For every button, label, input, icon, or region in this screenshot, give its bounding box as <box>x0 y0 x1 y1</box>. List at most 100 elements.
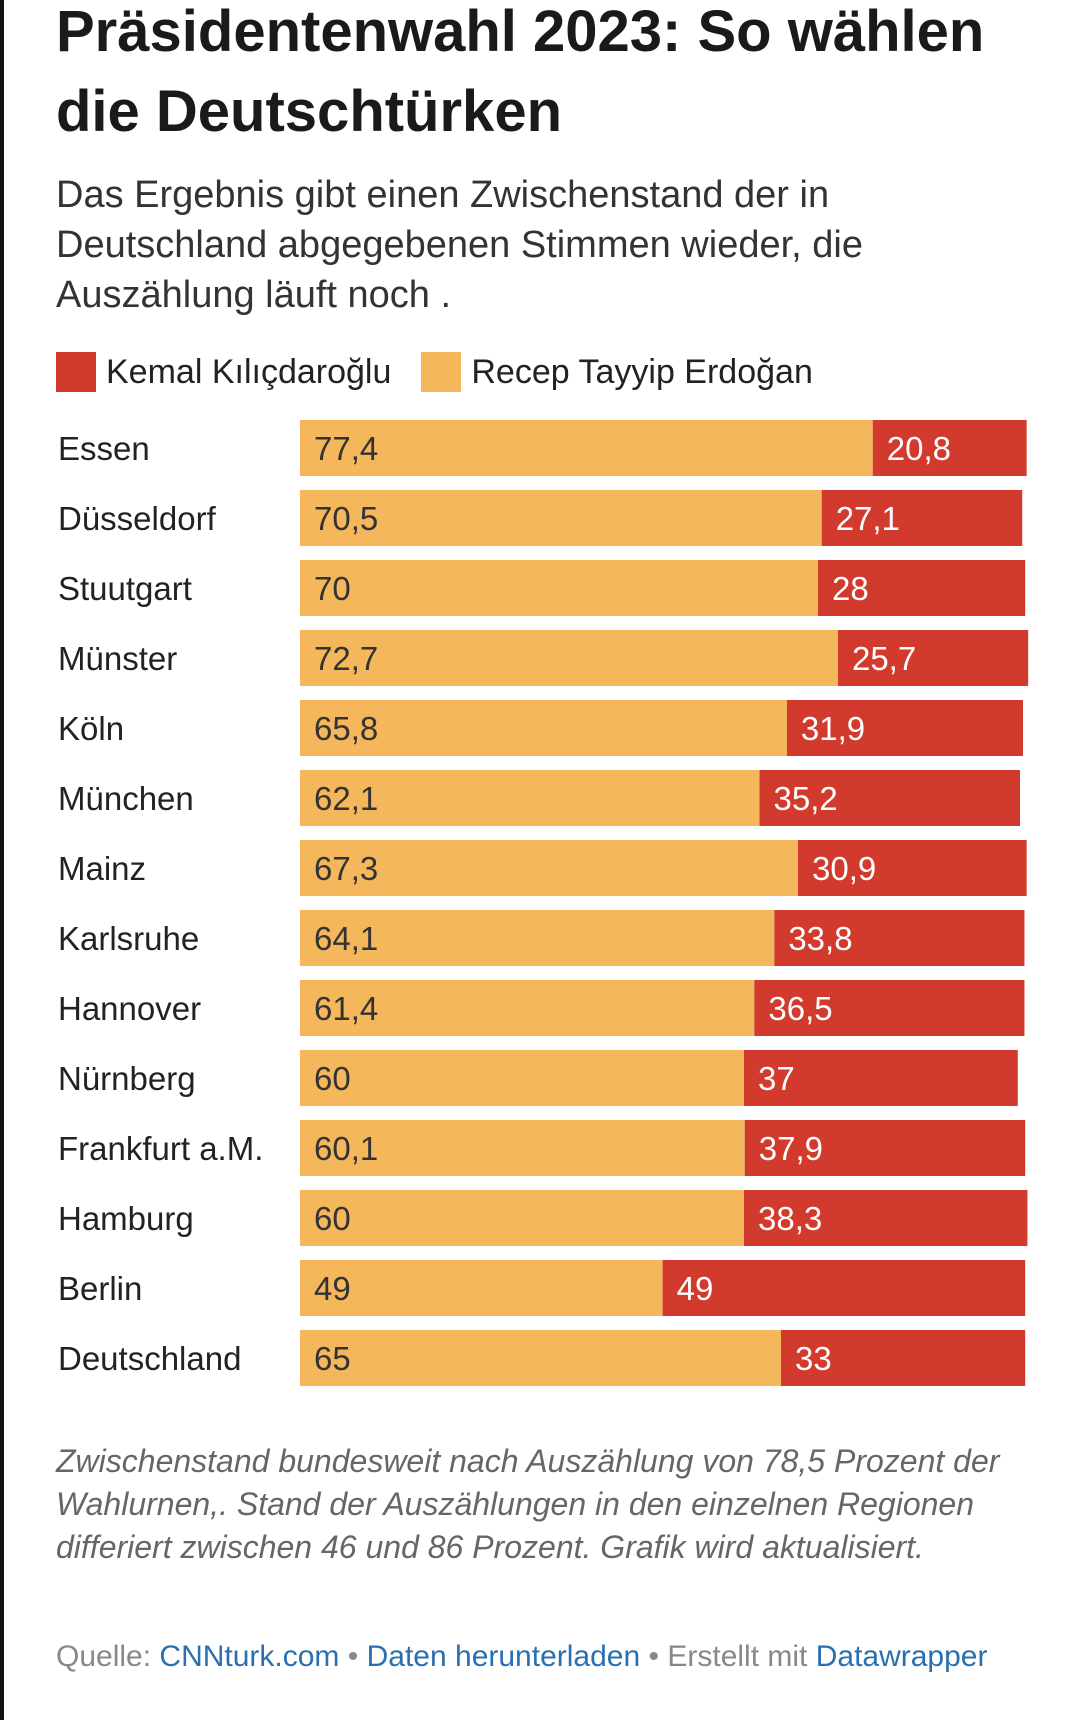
bar-segment-erdogan <box>300 770 760 826</box>
footer-separator: • <box>648 1640 660 1673</box>
bar-segment-kilicdaroglu <box>759 770 1021 826</box>
value-label-kilicdaroglu: 33 <box>795 1340 832 1377</box>
bar-row: Mainz 67,3 30,9 <box>58 840 1027 896</box>
footer-separator: • <box>347 1640 359 1673</box>
value-label-kilicdaroglu: 20,8 <box>887 430 951 467</box>
value-label-kilicdaroglu: 28 <box>832 570 869 607</box>
category-label: Nürnberg <box>58 1060 196 1097</box>
value-label-erdogan: 60 <box>314 1060 351 1097</box>
category-label: Karlsruhe <box>58 920 199 957</box>
source-prefix: Quelle: <box>56 1640 152 1673</box>
bar-segment-erdogan <box>300 420 873 476</box>
category-label: Stuutgart <box>58 570 192 607</box>
category-label: Deutschland <box>58 1340 241 1377</box>
category-label: Essen <box>58 430 150 467</box>
bar-segment-erdogan <box>300 490 822 546</box>
value-label-kilicdaroglu: 38,3 <box>758 1200 822 1237</box>
category-label: Frankfurt a.M. <box>58 1130 263 1167</box>
value-label-kilicdaroglu: 37,9 <box>759 1130 823 1167</box>
category-label: Köln <box>58 710 124 747</box>
chart-subtitle: Das Ergebnis gibt einen Zwischenstand de… <box>56 174 863 316</box>
bar-segment-kilicdaroglu <box>872 420 1027 476</box>
chart-footer: Quelle: CNNturk.com • Daten herunterlade… <box>56 1640 1056 1674</box>
bar-segment-kilicdaroglu <box>744 1120 1026 1176</box>
value-label-erdogan: 60 <box>314 1200 351 1237</box>
value-label-erdogan: 77,4 <box>314 430 378 467</box>
value-label-kilicdaroglu: 33,8 <box>788 920 852 957</box>
bar-row: Hannover 61,4 36,5 <box>58 980 1025 1036</box>
bar-segment-kilicdaroglu <box>754 980 1025 1036</box>
value-label-kilicdaroglu: 27,1 <box>836 500 900 537</box>
bar-segment-kilicdaroglu <box>821 490 1023 546</box>
bar-segment-erdogan <box>300 910 775 966</box>
source-link[interactable]: CNNturk.com <box>159 1640 340 1673</box>
legend-item-kilicdaroglu: Kemal Kılıçdaroğlu <box>56 352 391 392</box>
bar-segment-kilicdaroglu <box>781 1330 1026 1386</box>
bar-row: Nürnberg 60 37 <box>58 1050 1018 1106</box>
download-data-link[interactable]: Daten herunterladen <box>366 1640 641 1673</box>
chart-legend: Kemal Kılıçdaroğlu Recep Tayyip Erdoğan <box>56 350 843 394</box>
bar-segment-kilicdaroglu <box>774 910 1025 966</box>
category-label: Hamburg <box>58 1200 194 1237</box>
chart-note: Zwischenstand bundesweit nach Auszählung… <box>56 1443 1000 1565</box>
value-label-erdogan: 49 <box>314 1270 351 1307</box>
bar-row: Essen 77,4 20,8 <box>58 420 1027 476</box>
bar-row: Deutschland 65 33 <box>58 1330 1026 1386</box>
value-label-erdogan: 65,8 <box>314 710 378 747</box>
created-prefix: Erstellt mit <box>667 1640 808 1673</box>
value-label-kilicdaroglu: 31,9 <box>801 710 865 747</box>
bar-segment-kilicdaroglu <box>786 700 1023 756</box>
bar-segment-kilicdaroglu <box>744 1050 1018 1106</box>
value-label-kilicdaroglu: 49 <box>677 1270 714 1307</box>
bar-segment-erdogan <box>300 700 787 756</box>
bar-segment-erdogan <box>300 980 755 1036</box>
value-label-erdogan: 67,3 <box>314 850 378 887</box>
category-label: Mainz <box>58 850 146 887</box>
bar-row: Berlin 49 49 <box>58 1260 1026 1316</box>
legend-swatch-kilicdaroglu <box>56 352 96 392</box>
bar-row: München 62,1 35,2 <box>58 770 1021 826</box>
bar-row: Karlsruhe 64,1 33,8 <box>58 910 1025 966</box>
bar-segment-erdogan <box>300 1190 744 1246</box>
bar-row: Köln 65,8 31,9 <box>58 700 1023 756</box>
bar-segment-erdogan <box>300 1260 663 1316</box>
bar-row: Münster 72,7 25,7 <box>58 630 1029 686</box>
value-label-erdogan: 70 <box>314 570 351 607</box>
category-label: Münster <box>58 640 177 677</box>
legend-label-kilicdaroglu: Kemal Kılıçdaroğlu <box>106 352 392 391</box>
category-label: Düsseldorf <box>58 500 217 537</box>
value-label-erdogan: 65 <box>314 1340 351 1377</box>
bar-segment-erdogan <box>300 1330 781 1386</box>
bar-segment-erdogan <box>300 630 838 686</box>
bar-row: Stuutgart 70 28 <box>58 560 1026 616</box>
legend-swatch-erdogan <box>421 352 462 392</box>
value-label-erdogan: 72,7 <box>314 640 378 677</box>
value-label-kilicdaroglu: 25,7 <box>852 640 916 677</box>
chart-title: Präsidentenwahl 2023: So wählen die Deut… <box>56 0 985 144</box>
value-label-erdogan: 60,1 <box>314 1130 378 1167</box>
value-label-kilicdaroglu: 36,5 <box>768 990 832 1027</box>
frame-border <box>0 0 4 1720</box>
bar-segment-erdogan <box>300 1050 744 1106</box>
bar-segment-erdogan <box>300 560 818 616</box>
datawrapper-link[interactable]: Datawrapper <box>815 1640 988 1673</box>
bar-segment-kilicdaroglu <box>744 1190 1028 1246</box>
bar-row: Düsseldorf 70,5 27,1 <box>58 490 1023 546</box>
bar-segment-kilicdaroglu <box>662 1260 1026 1316</box>
value-label-erdogan: 70,5 <box>314 500 378 537</box>
value-label-kilicdaroglu: 35,2 <box>774 780 838 817</box>
value-label-erdogan: 61,4 <box>314 990 378 1027</box>
value-label-kilicdaroglu: 30,9 <box>812 850 876 887</box>
value-label-kilicdaroglu: 37 <box>758 1060 795 1097</box>
bar-segment-kilicdaroglu <box>798 840 1027 896</box>
legend-label-erdogan: Recep Tayyip Erdoğan <box>471 352 813 391</box>
bar-segment-erdogan <box>300 1120 745 1176</box>
bar-segment-erdogan <box>300 840 799 896</box>
legend-item-erdogan: Recep Tayyip Erdoğan <box>421 352 813 392</box>
bar-row: Hamburg 60 38,3 <box>58 1190 1028 1246</box>
bar-segment-kilicdaroglu <box>837 630 1029 686</box>
bar-segment-kilicdaroglu <box>818 560 1026 616</box>
stacked-bar-chart: Essen 77,4 20,8 Düsseldorf 70,5 27,1 Stuutgart… <box>58 420 1029 1386</box>
value-label-erdogan: 64,1 <box>314 920 378 957</box>
value-label-erdogan: 62,1 <box>314 780 378 817</box>
